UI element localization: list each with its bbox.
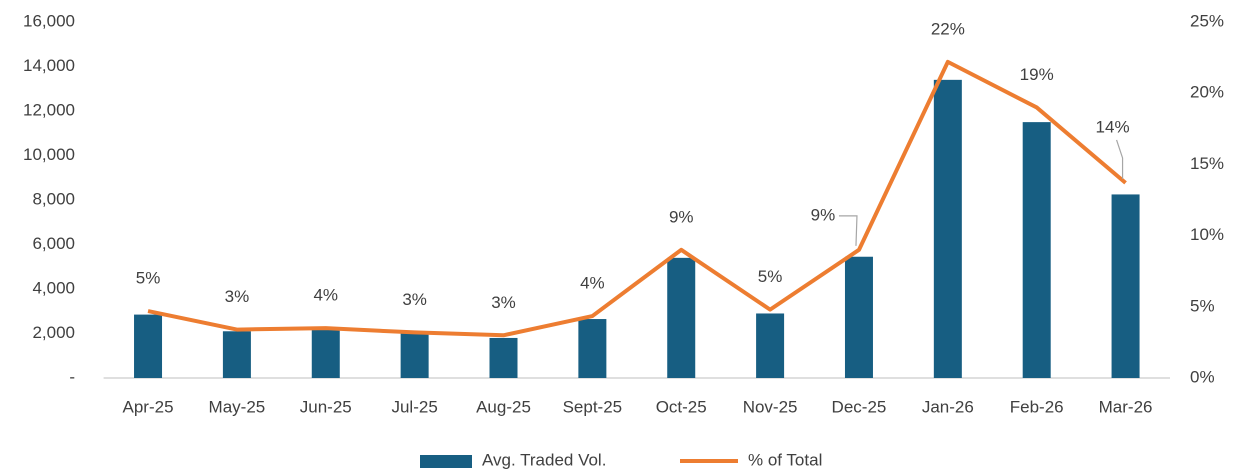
y2-tick-label: 20%: [1190, 83, 1224, 102]
x-tick-label: Jun-25: [300, 397, 352, 416]
data-label: 14%: [1096, 117, 1130, 136]
data-label: 4%: [313, 286, 338, 305]
line: [147, 59, 1127, 338]
y-tick-label: 8,000: [32, 189, 75, 208]
x-tick-label: Jan-26: [922, 397, 974, 416]
data-label: 3%: [402, 290, 427, 309]
y-tick-label: -: [69, 367, 75, 386]
bar: [933, 79, 962, 378]
x-tick-label: Oct-25: [656, 397, 707, 416]
data-label: 9%: [811, 205, 836, 224]
x-tick-label: Mar-26: [1099, 397, 1153, 416]
leader-line: [838, 215, 858, 246]
bar: [578, 319, 607, 378]
y-tick-label: 12,000: [23, 100, 75, 119]
bar: [667, 257, 696, 378]
y-tick-label: 16,000: [23, 11, 75, 30]
x-tick-label: Jul-25: [391, 397, 437, 416]
y-tick-label: 14,000: [23, 56, 75, 75]
data-label: 3%: [225, 287, 250, 306]
y-tick-label: 4,000: [32, 278, 75, 297]
bar: [756, 313, 785, 378]
data-label: 5%: [758, 267, 783, 286]
y2-tick-label: 15%: [1190, 154, 1224, 173]
data-label: 3%: [491, 293, 516, 312]
legend-label: Avg. Traded Vol.: [482, 450, 606, 469]
data-label: 9%: [669, 207, 694, 226]
bar: [311, 329, 340, 378]
y2-tick-label: 5%: [1190, 296, 1215, 315]
data-label: 4%: [580, 274, 605, 293]
y-tick-label: 6,000: [32, 234, 75, 253]
bar: [1022, 122, 1051, 378]
x-tick-label: Nov-25: [743, 397, 798, 416]
bar: [489, 337, 518, 378]
bar: [1111, 194, 1140, 378]
bar: [134, 314, 163, 378]
bar: [400, 333, 429, 378]
y2-tick-label: 0%: [1190, 367, 1215, 386]
x-tick-label: Feb-26: [1010, 397, 1064, 416]
leader-line: [1116, 139, 1124, 179]
legend-swatch: [420, 455, 472, 468]
y2-tick-label: 10%: [1190, 225, 1224, 244]
x-tick-label: Aug-25: [476, 397, 531, 416]
legend-label: % of Total: [748, 450, 822, 469]
x-tick-label: Sept-25: [563, 397, 623, 416]
data-label: 19%: [1020, 65, 1054, 84]
data-label: 22%: [931, 19, 965, 38]
y-tick-label: 2,000: [32, 323, 75, 342]
bar: [844, 256, 873, 378]
x-tick-label: Apr-25: [123, 397, 174, 416]
y-tick-label: 10,000: [23, 145, 75, 164]
x-tick-label: Dec-25: [832, 397, 887, 416]
x-tick-label: May-25: [209, 397, 266, 416]
bar: [222, 331, 251, 378]
y2-tick-label: 25%: [1190, 11, 1224, 30]
data-label: 5%: [136, 269, 161, 288]
